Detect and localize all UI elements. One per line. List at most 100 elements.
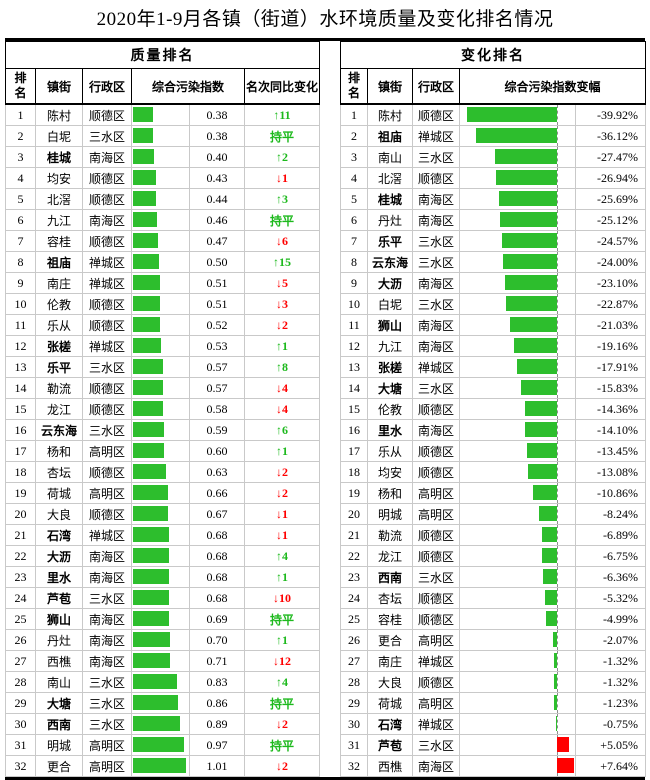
rank-change-cell: ↓12 <box>243 650 321 672</box>
bar-cell <box>459 503 577 525</box>
rank-cell: 19 <box>340 482 369 504</box>
town-cell: 乐从 <box>367 440 414 462</box>
delta-bar <box>538 506 558 521</box>
rank-change-cell: ↓10 <box>243 587 321 609</box>
town-cell: 容桂 <box>367 608 414 630</box>
town-cell: 南庄 <box>367 650 414 672</box>
delta-bar <box>525 422 558 437</box>
rank-cell: 21 <box>5 524 36 546</box>
bar-cell <box>131 356 190 378</box>
zero-axis-line <box>557 231 559 251</box>
rank-change-cell: ↓2 <box>243 482 321 504</box>
rank-cell: 19 <box>5 482 36 504</box>
index-value-cell: 0.67 <box>189 503 245 525</box>
table-row: 24 杏坛 顺德区 -5.32% <box>340 587 647 609</box>
rank-change-cell: ↑4 <box>243 545 321 567</box>
rank-cell: 4 <box>340 167 369 189</box>
index-value-cell: 0.58 <box>189 398 245 420</box>
rank-change-cell: ↓2 <box>243 755 321 777</box>
town-cell: 均安 <box>35 167 83 189</box>
index-bar <box>133 254 160 269</box>
bar-cell <box>459 293 577 315</box>
rank-change-cell: ↓6 <box>243 230 321 252</box>
table-row: 9 南庄 禅城区 0.51 ↓5 <box>5 272 321 294</box>
delta-bar <box>542 569 558 584</box>
index-bar <box>133 737 184 752</box>
town-cell: 北滘 <box>35 188 83 210</box>
town-cell: 杨和 <box>367 482 414 504</box>
table-row: 2 祖庙 禅城区 -36.12% <box>340 125 647 147</box>
zero-axis-line <box>557 546 559 566</box>
town-cell: 大良 <box>35 503 83 525</box>
rank-change-cell: ↓4 <box>243 377 321 399</box>
bar-cell <box>131 293 190 315</box>
town-cell: 九江 <box>35 209 83 231</box>
delta-value-cell: -4.99% <box>575 608 647 630</box>
town-cell: 乐从 <box>35 314 83 336</box>
district-cell: 禅城区 <box>82 272 132 294</box>
table-row: 22 龙江 顺德区 -6.75% <box>340 545 647 567</box>
town-cell: 荷城 <box>35 482 83 504</box>
index-value-cell: 0.60 <box>189 440 245 462</box>
delta-value-cell: -6.89% <box>575 524 647 546</box>
district-cell: 三水区 <box>412 566 461 588</box>
district-cell: 顺德区 <box>412 545 461 567</box>
zero-axis-line <box>557 336 559 356</box>
rank-cell: 14 <box>340 377 369 399</box>
delta-value-cell: -6.75% <box>575 545 647 567</box>
delta-bar <box>502 254 558 269</box>
delta-bar <box>466 107 558 122</box>
rank-cell: 11 <box>340 314 369 336</box>
zero-axis-line <box>557 441 559 461</box>
town-cell: 祖庙 <box>35 251 83 273</box>
change-col-rank: 排名 <box>340 68 369 105</box>
bar-cell <box>131 419 190 441</box>
town-cell: 石湾 <box>367 713 414 735</box>
zero-axis-line <box>557 630 559 650</box>
index-value-cell: 0.50 <box>189 251 245 273</box>
rank-cell: 23 <box>340 566 369 588</box>
bar-cell <box>459 335 577 357</box>
index-value-cell: 0.43 <box>189 167 245 189</box>
bar-cell <box>131 272 190 294</box>
table-row: 32 西樵 南海区 +7.64% <box>340 755 647 777</box>
rank-cell: 24 <box>5 587 36 609</box>
rank-cell: 1 <box>340 103 369 126</box>
table-row: 12 张槎 禅城区 0.53 ↑1 <box>5 335 321 357</box>
quality-col-rank: 排名 <box>5 68 36 105</box>
delta-value-cell: -39.92% <box>575 103 647 126</box>
delta-bar <box>555 716 558 731</box>
zero-axis-line <box>557 315 559 335</box>
table-row: 25 狮山 南海区 0.69 持平 <box>5 608 321 630</box>
change-col-town: 镇街 <box>367 68 414 105</box>
rank-cell: 5 <box>340 188 369 210</box>
bar-cell <box>131 671 190 693</box>
district-cell: 顺德区 <box>412 608 461 630</box>
delta-bar <box>513 338 558 353</box>
zero-axis-line <box>557 420 559 440</box>
bar-cell <box>459 566 577 588</box>
district-cell: 顺德区 <box>82 398 132 420</box>
zero-axis-line <box>557 105 559 125</box>
rank-cell: 31 <box>5 734 36 756</box>
index-value-cell: 0.38 <box>189 125 245 147</box>
table-row: 4 均安 顺德区 0.43 ↓1 <box>5 167 321 189</box>
delta-value-cell: -14.10% <box>575 419 647 441</box>
change-col-delta: 综合污染指数变幅 <box>459 68 647 105</box>
rank-change-cell: ↓3 <box>243 293 321 315</box>
town-cell: 祖庙 <box>367 125 414 147</box>
rank-cell: 2 <box>340 125 369 147</box>
table-row: 15 伦教 顺德区 -14.36% <box>340 398 647 420</box>
town-cell: 大塘 <box>35 692 83 714</box>
table-row: 32 更合 高明区 1.01 ↓2 <box>5 755 321 777</box>
table-row: 20 明城 高明区 -8.24% <box>340 503 647 525</box>
index-value-cell: 0.71 <box>189 650 245 672</box>
town-cell: 更合 <box>367 629 414 651</box>
bar-cell <box>131 440 190 462</box>
index-value-cell: 0.86 <box>189 692 245 714</box>
rank-change-cell: ↑1 <box>243 335 321 357</box>
bar-cell <box>459 608 577 630</box>
bar-cell <box>131 125 190 147</box>
index-bar <box>133 296 160 311</box>
